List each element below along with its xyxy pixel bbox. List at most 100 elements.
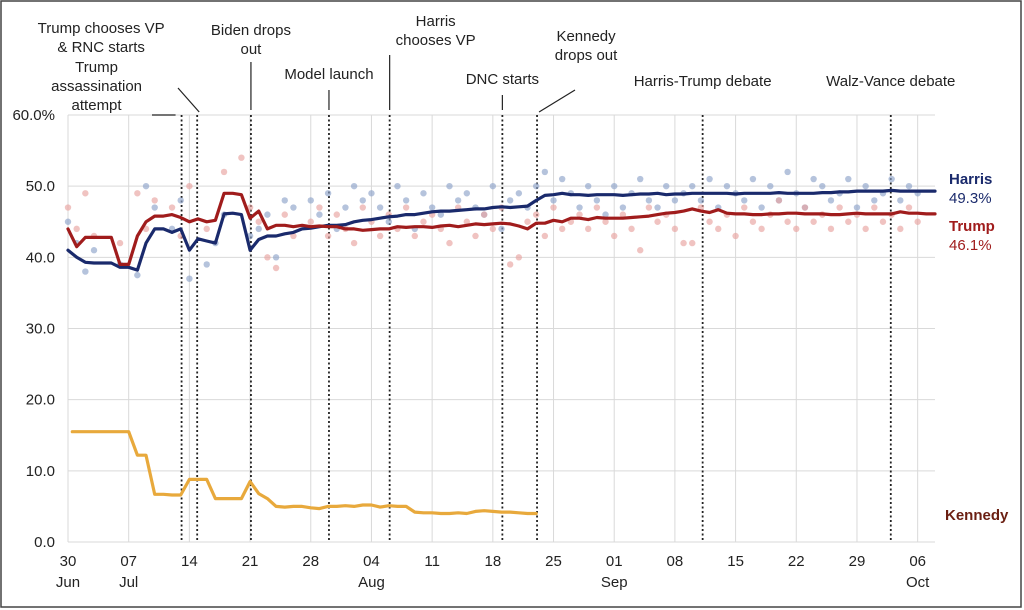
harris-poll-dot (827, 197, 835, 204)
x-tick-label: 18 (484, 553, 501, 570)
trump-poll-dot (333, 211, 340, 218)
trump-poll-dot (645, 204, 653, 211)
event-markers: Trump assassination attempt Trump chooses V… (38, 13, 955, 542)
trump-poll-dot (376, 232, 384, 240)
event-label: assassination (51, 78, 142, 95)
x-month-label: Jun (56, 574, 80, 591)
x-tick-label: 29 (849, 553, 866, 570)
event-label: drops out (555, 47, 618, 64)
event-label: Walz-Vance debate (826, 73, 955, 90)
harris-poll-dot (368, 190, 375, 197)
trump-poll-dot (515, 254, 523, 261)
x-tick-label: 04 (363, 553, 380, 570)
trump-poll-dot (446, 239, 453, 247)
harris-poll-dot (853, 204, 861, 211)
harris-poll-dot (324, 190, 332, 197)
trump-poll-dot (671, 225, 679, 233)
x-tick-label: 25 (545, 553, 562, 570)
event-label: Harris-Trump debate (634, 73, 772, 90)
harris-poll-dot (515, 190, 523, 197)
harris-poll-dot (576, 204, 583, 211)
harris-poll-dot (264, 211, 271, 218)
trump-poll-dot (637, 247, 644, 254)
trump-poll-dot (611, 232, 618, 240)
harris-poll-dot (654, 204, 661, 211)
trump-poll-dot (541, 232, 549, 240)
trump-poll-dot (524, 218, 531, 225)
harris-poll-dot (463, 190, 471, 197)
trump-poll-dot (793, 225, 800, 233)
harris-poll-dot (723, 182, 731, 190)
series-labels: Harris 49.3% Trump 46.1% Kennedy (945, 171, 1009, 524)
trump-poll-dot (827, 225, 835, 233)
harris-poll-dot (819, 182, 826, 190)
harris-poll-dot (281, 197, 288, 204)
trump-poll-dot (350, 239, 358, 247)
trump-poll-dot (281, 211, 288, 218)
trump-poll-dot (82, 190, 89, 197)
harris-poll-dot (350, 182, 358, 190)
harris-poll-dot (619, 204, 627, 211)
trump-poll-dot (689, 239, 696, 247)
harris-value: 49.3% (949, 190, 992, 207)
harris-poll-dot (810, 175, 817, 183)
trump-poll-dot (550, 204, 557, 211)
harris-poll-dot (862, 182, 869, 190)
trump-poll-dot (758, 225, 765, 233)
event-label: Model launch (284, 66, 373, 83)
event-leader (538, 89, 576, 113)
harris-poll-dot (142, 182, 150, 190)
harris-poll-dot (437, 211, 445, 218)
harris-poll-dot (420, 190, 427, 197)
harris-poll-dot (385, 218, 392, 225)
y-tick-label: 10.0 (26, 463, 55, 480)
harris-poll-dot (64, 218, 72, 225)
x-month-label: Aug (358, 574, 385, 591)
trump-poll-dot (532, 211, 540, 218)
harris-poll-dot (637, 175, 644, 183)
trump-poll-dot (272, 264, 280, 272)
x-tick-label: 07 (120, 553, 137, 570)
harris-poll-dot (177, 197, 184, 204)
event-leader (177, 87, 200, 113)
trump-poll-dot (558, 225, 566, 233)
harris-poll-dot (697, 197, 705, 204)
trump-poll-dot (628, 225, 635, 233)
harris-poll-dot (454, 197, 462, 204)
trump-poll-dot (741, 204, 748, 211)
x-tick-label: 08 (667, 553, 684, 570)
trump-poll-dot (203, 225, 210, 233)
harris-poll-dot (767, 182, 774, 190)
trump-poll-dot (238, 154, 245, 161)
harris-poll-dot (316, 211, 323, 218)
harris-label: Harris (949, 171, 992, 188)
trump-poll-dot (775, 197, 783, 204)
trump-label: Trump (949, 218, 995, 235)
trump-poll-dot (489, 225, 497, 233)
trump-poll-dot (134, 190, 141, 197)
trump-poll-dot (411, 232, 418, 240)
event-label: Trump (75, 59, 118, 76)
harris-poll-dot (888, 175, 895, 183)
harris-poll-dot (446, 182, 453, 190)
y-tick-label: 40.0 (26, 249, 55, 266)
x-tick-label: 15 (727, 553, 744, 570)
x-axis: 30 Jun 07 Jul 14 21 28 04 Aug 11 18 25 01 Sep 08 15 22 29… (56, 553, 930, 591)
x-month-label: Oct (906, 574, 930, 591)
harris-poll-dot (897, 197, 904, 204)
y-tick-label: 20.0 (26, 392, 55, 409)
harris-poll-dot (706, 175, 713, 183)
trump-poll-dot (506, 261, 514, 268)
trump-poll-dot (576, 211, 583, 218)
harris-poll-dot (741, 197, 748, 204)
y-tick-label: 60.0% (12, 107, 55, 124)
event-label: DNC starts (466, 71, 539, 88)
trump-value: 46.1% (949, 237, 992, 254)
trump-poll-dot (602, 218, 609, 225)
trump-poll-dot (836, 204, 843, 211)
trump-trend-line (66, 191, 937, 266)
harris-poll-dot (203, 261, 210, 268)
trump-poll-dot (784, 218, 791, 225)
x-month-label: Sep (601, 574, 628, 591)
